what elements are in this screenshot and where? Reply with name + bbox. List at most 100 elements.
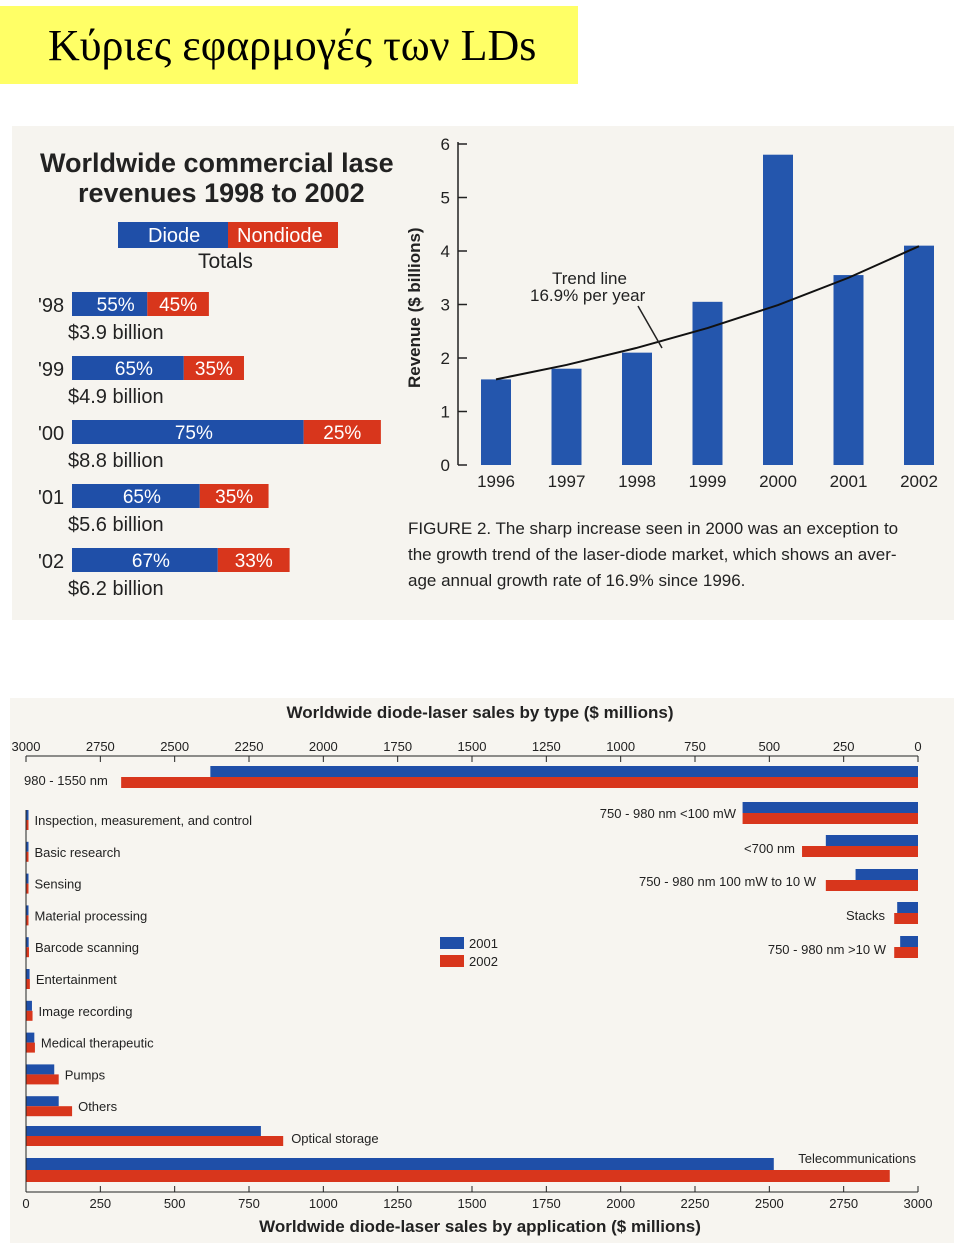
- totals-diode-pct: 65%: [115, 359, 153, 380]
- legend-diode-swatch: [118, 222, 228, 248]
- by-application-axis-label: 1250: [383, 1196, 412, 1211]
- totals-nondiode-bar: [199, 484, 269, 508]
- by-application-label: Optical storage: [291, 1131, 378, 1146]
- by-application-axis-label: 750: [238, 1196, 260, 1211]
- totals-nondiode-bar: [147, 292, 209, 316]
- revenue-y-tick-label: 2: [441, 349, 450, 368]
- by-application-bar-2002: [26, 1170, 890, 1182]
- caption-line-3: age annual growth rate of 16.9% since 19…: [408, 571, 745, 590]
- revenue-x-tick-label: 2000: [759, 472, 797, 491]
- by-type-title: Worldwide diode-laser sales by type ($ m…: [286, 703, 673, 722]
- revenue-bars: 1996 1997 1998 1999 2000 2001 2002: [477, 154, 938, 491]
- revenue-bar: [481, 379, 511, 465]
- revenue-bar: [551, 368, 582, 465]
- caption-line-1: FIGURE 2. The sharp increase seen in 200…: [408, 519, 898, 538]
- by-application-bar-2002: [26, 820, 29, 830]
- by-type-axis-label: 500: [758, 739, 780, 754]
- trend-line: [495, 245, 920, 381]
- by-type-label: 980 - 1550 nm: [24, 773, 108, 788]
- totals-year-label: '00: [38, 423, 64, 445]
- legend-nondiode-swatch: [228, 222, 338, 248]
- by-application-bar-2001: [26, 937, 29, 948]
- by-application-bar-2001: [26, 841, 29, 852]
- caption-line-2: the growth trend of the laser-diode mark…: [408, 545, 897, 564]
- totals-nondiode-pct: 45%: [159, 295, 197, 316]
- by-application-label: Telecommunications: [798, 1151, 916, 1166]
- by-type-bar-2002: [121, 777, 918, 788]
- revenue-trend: [495, 245, 920, 381]
- by-type-bar-2001: [897, 902, 918, 913]
- by-application-bar-2001: [26, 969, 30, 979]
- by-type-axis-label: 1500: [458, 739, 487, 754]
- totals-nondiode-pct: 35%: [215, 487, 253, 508]
- by-type-axis-label: 750: [684, 739, 706, 754]
- by-application-axis-label: 0: [22, 1196, 29, 1211]
- by-application-label: Pumps: [65, 1067, 106, 1082]
- totals-diode-pct: 67%: [132, 551, 170, 572]
- trend-pointer: [637, 305, 663, 349]
- totals-chart: Worldwide commercial lase revenues 1998 …: [38, 148, 394, 600]
- by-application-axis-label: 2250: [681, 1196, 710, 1211]
- by-application-title: Worldwide diode-laser sales by applicati…: [259, 1217, 701, 1236]
- by-type-label: <700 nm: [744, 841, 795, 856]
- totals-value-label: $4.9 billion: [68, 386, 164, 408]
- totals-nondiode-pct: 33%: [235, 551, 273, 572]
- by-type-bar-2002: [802, 846, 918, 857]
- totals-nondiode-bar: [183, 356, 244, 380]
- totals-diode-bar: [72, 548, 218, 572]
- by-application-bar-2001: [26, 905, 29, 916]
- legend-2002-swatch: [440, 955, 464, 967]
- revenue-x-tick-label: 1997: [548, 472, 586, 491]
- revenue-bar: [904, 245, 934, 465]
- legend-nondiode-label: Nondiode: [237, 225, 323, 247]
- by-application-bars: Inspection, measurement, and control Basi…: [26, 810, 916, 1182]
- by-application-axis-label: 3000: [904, 1196, 933, 1211]
- by-type-axis-label: 1750: [383, 739, 412, 754]
- totals-rows: '98 55% 45% $3.9 billion'99 65% 35% $4.9 billi…: [38, 292, 381, 600]
- by-application-bar-2002: [26, 1042, 35, 1053]
- by-type-axis-label: 2500: [160, 739, 189, 754]
- totals-year-label: '01: [38, 487, 64, 509]
- by-application-label: Basic research: [35, 845, 121, 860]
- revenue-bar: [833, 275, 864, 465]
- trend-label-line2: 16.9% per year: [530, 286, 646, 305]
- by-application-axis-label: 1750: [532, 1196, 561, 1211]
- by-application-bar-2002: [26, 851, 29, 862]
- revenue-x-tick-label: 1998: [618, 472, 656, 491]
- by-application-axis-label: 2750: [829, 1196, 858, 1211]
- by-type-bar-2002: [894, 913, 918, 924]
- totals-title-line1: Worldwide commercial lase: [40, 148, 394, 178]
- by-application-bar-2001: [26, 1096, 59, 1107]
- by-type-bar-2002: [894, 947, 918, 958]
- legend-2001-label: 2001: [469, 936, 498, 951]
- totals-nondiode-bar: [217, 548, 290, 572]
- by-application-label: Others: [78, 1099, 118, 1114]
- by-type-label: 750 - 980 nm 100 mW to 10 W: [639, 874, 817, 889]
- totals-diode-bar: [72, 356, 184, 380]
- trend-label-line1: Trend line: [552, 269, 627, 288]
- totals-diode-bar: [72, 420, 304, 444]
- diode-sales-chart: Worldwide diode-laser sales by type ($ m…: [12, 703, 933, 1236]
- slide-title-box: Κύριες εφαρμογές των LDs: [0, 6, 578, 84]
- by-application-axis: 0 250 500 750 1000 1250 1500 1750 2000 2250 2500 27…: [22, 810, 932, 1211]
- by-application-bar-2001: [26, 1126, 261, 1136]
- by-type-bars: 980 - 1550 nm 750 - 980 nm <100 mW <700 nm…: [24, 766, 918, 958]
- by-application-bar-2002: [26, 1136, 284, 1146]
- by-application-bar-2002: [26, 1010, 33, 1021]
- by-application-label: Medical therapeutic: [41, 1036, 154, 1051]
- by-type-axis-label: 0: [914, 739, 921, 754]
- totals-nondiode-pct: 35%: [195, 359, 233, 380]
- totals-diode-bar: [72, 484, 200, 508]
- revenue-bar: [763, 154, 793, 465]
- by-type-bar-2001: [742, 802, 918, 813]
- by-type-bar-2002: [742, 813, 918, 824]
- legend-2001-swatch: [440, 937, 464, 949]
- totals-title-line2: revenues 1998 to 2002: [78, 178, 365, 208]
- bottom-figure-background: [10, 698, 954, 1243]
- by-application-bar-2002: [26, 1106, 73, 1117]
- totals-year-label: '98: [38, 295, 64, 317]
- revenue-y-tick-label: 0: [441, 456, 450, 475]
- by-application-bar-2001: [26, 1064, 55, 1075]
- by-type-bar-2001: [210, 766, 918, 777]
- revenue-chart: 0 1 2 3 4 5 6 1996 1997 1998 1999 2000 2001 2002 Rev…: [405, 135, 938, 590]
